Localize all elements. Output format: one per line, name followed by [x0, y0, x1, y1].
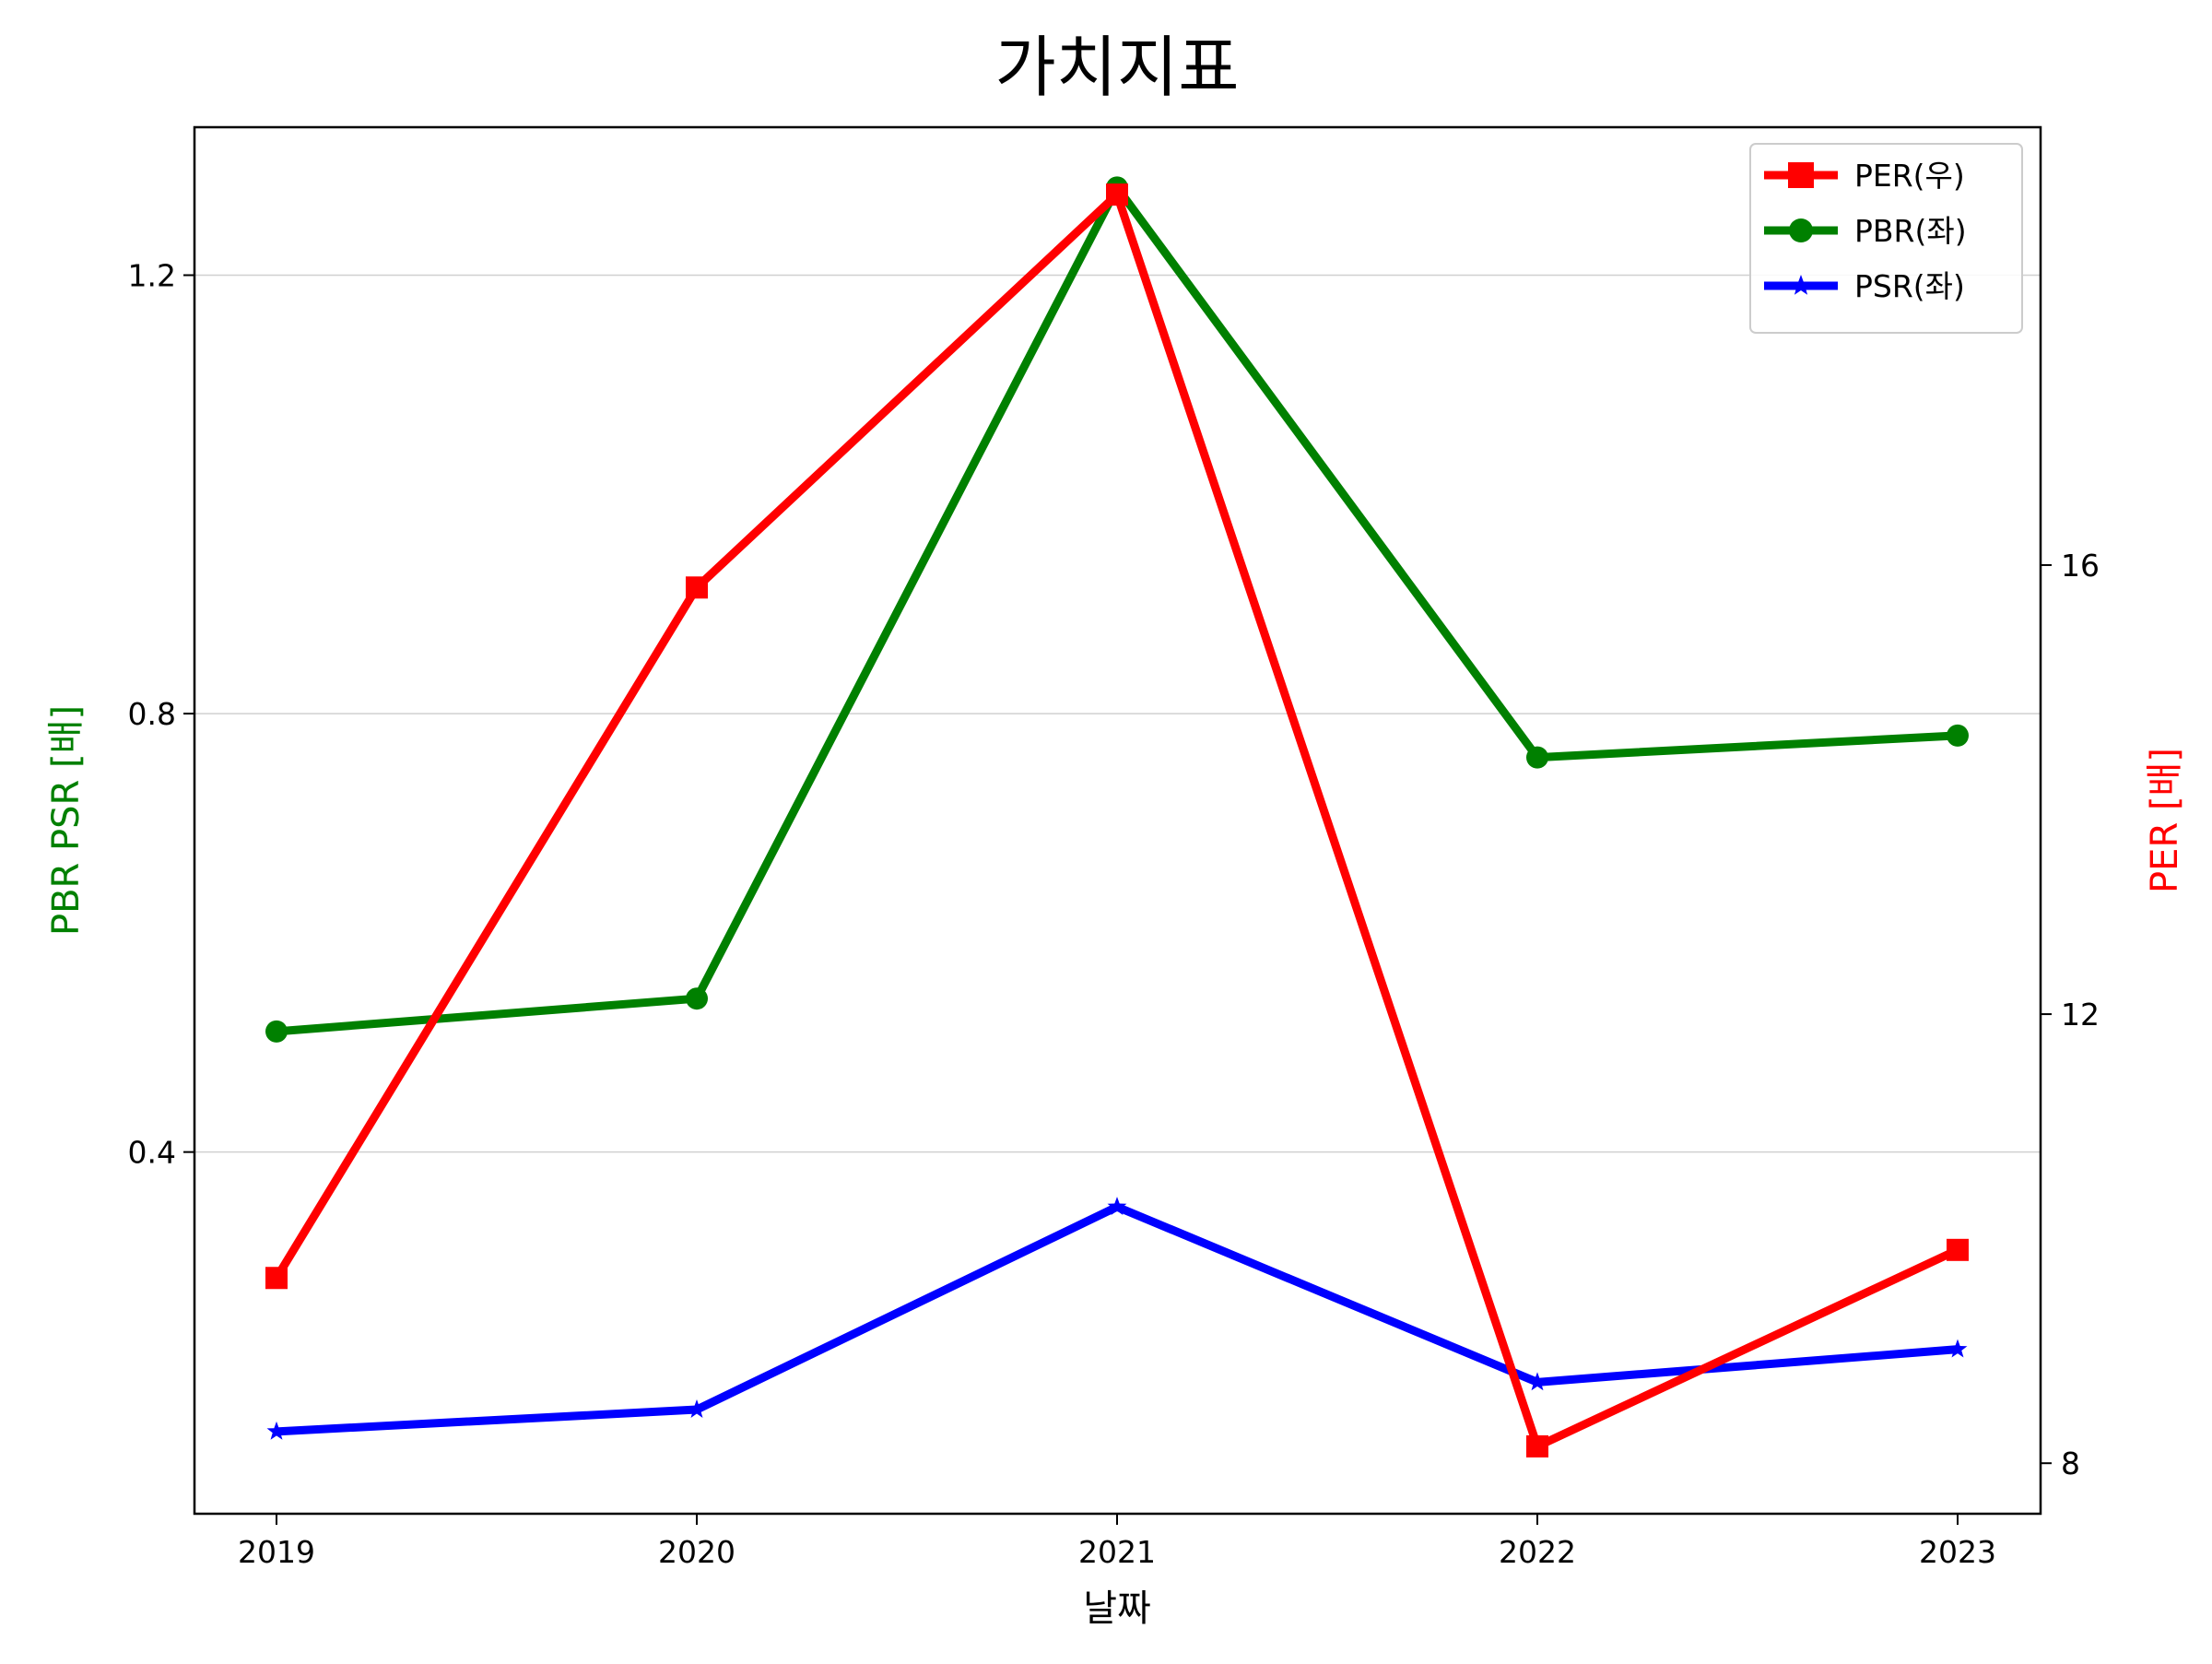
data-point-per-3 [1526, 1434, 1548, 1457]
legend-item-pbr: PBR(좌) [1764, 213, 1967, 249]
data-point-pbr-3 [1526, 746, 1548, 769]
x-axis-title: 날짜 [1083, 1587, 1151, 1630]
data-point-pbr-1 [686, 987, 708, 1010]
y-tick-label-left-0: 0.4 [128, 1135, 176, 1171]
x-tick-label-4: 2023 [1919, 1534, 1996, 1570]
y-axis-left-title: PBR PSR [배] [45, 705, 88, 936]
legend-label-pbr: PBR(좌) [1854, 213, 1967, 249]
data-point-psr-1 [687, 1399, 707, 1418]
y-tick-label-left-1: 0.8 [128, 696, 176, 732]
legend-label-per: PER(우) [1854, 158, 1965, 194]
x-tick-label-2: 2021 [1078, 1534, 1156, 1570]
series-psr [266, 1197, 1968, 1440]
data-point-per-2 [1106, 183, 1128, 207]
x-tick-label-1: 2020 [658, 1534, 735, 1570]
y-tick-label-left-2: 1.2 [128, 258, 176, 294]
gridlines [194, 274, 2041, 1153]
legend: PER(우) PBR(좌) PSR(좌) [1749, 143, 2023, 334]
legend-marker-per [1788, 162, 1814, 188]
chart-title: 가치지표 [995, 29, 1240, 106]
data-point-pbr-4 [1947, 724, 1969, 747]
legend-marker-pbr [1789, 218, 1813, 242]
y-axis-right-title: PER [배] [2144, 748, 2186, 893]
legend-marker-psr [1790, 275, 1812, 295]
data-point-psr-4 [1947, 1339, 1968, 1358]
axes: 0.4 0.8 1.2 8 12 16 2019 2020 2021 2022 2023 [128, 258, 2100, 1570]
y-tick-label-right-1: 12 [2061, 997, 2100, 1033]
data-point-pbr-0 [265, 1020, 288, 1043]
data-point-per-4 [1947, 1238, 1969, 1261]
series-layer [265, 176, 1969, 1457]
y-tick-label-right-2: 16 [2061, 548, 2100, 584]
series-per [265, 183, 1969, 1457]
legend-item-psr: PSR(좌) [1764, 268, 1965, 304]
data-point-per-0 [265, 1267, 288, 1290]
data-point-per-1 [686, 576, 708, 599]
data-point-psr-3 [1527, 1372, 1547, 1391]
legend-label-psr: PSR(좌) [1854, 268, 1965, 304]
data-point-psr-0 [266, 1421, 287, 1440]
x-tick-label-3: 2022 [1499, 1534, 1576, 1570]
y-tick-label-right-0: 8 [2061, 1446, 2080, 1481]
x-tick-label-0: 2019 [238, 1534, 315, 1570]
data-point-psr-2 [1107, 1197, 1127, 1215]
legend-item-per: PER(우) [1764, 158, 1965, 194]
